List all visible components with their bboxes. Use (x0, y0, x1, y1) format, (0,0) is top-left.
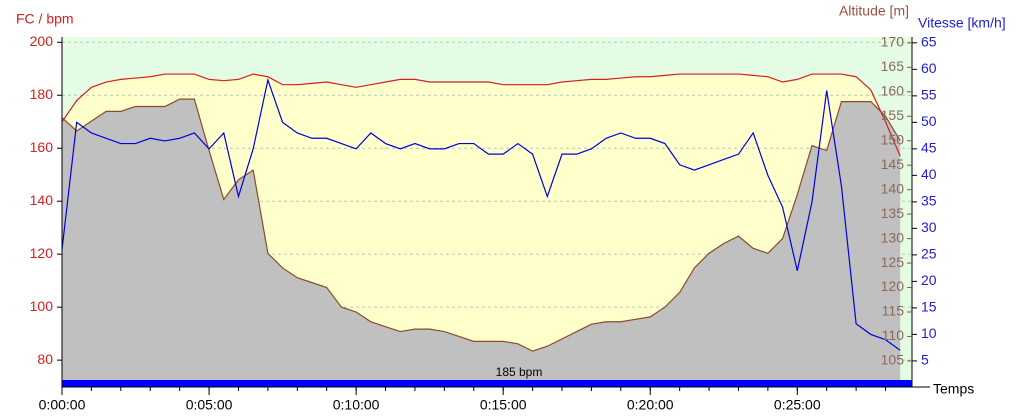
y3-tick-label: 65 (921, 34, 937, 50)
y2-tick-label: 115 (882, 303, 905, 319)
area-fill (62, 99, 901, 380)
y3-tick-label: 25 (921, 246, 937, 262)
y-axis-label: FC / bpm (16, 11, 74, 27)
x-tick-label: 0:10:00 (333, 397, 380, 413)
y3-tick-label: 45 (921, 140, 937, 156)
plot-area (62, 41, 912, 380)
y3-tick-label: 30 (921, 219, 937, 235)
y-tick-label: 120 (30, 245, 54, 261)
x-tick-label: 0:00:00 (39, 397, 86, 413)
y3-tick-label: 15 (921, 299, 937, 315)
y-tick-label: 160 (30, 139, 54, 155)
y-tick-label: 140 (30, 192, 54, 208)
y2-tick-label: 160 (881, 83, 905, 99)
y3-axis-label: Vitesse [km/h] (918, 15, 1006, 31)
y3-tick-label: 5 (921, 352, 929, 368)
y2-tick-label: 125 (881, 254, 905, 270)
zone-bar (62, 380, 912, 387)
y2-axis-label: Altitude [m] (839, 3, 909, 19)
series-line (62, 98, 901, 352)
series-line (62, 73, 901, 157)
y2-tick-label: 155 (881, 107, 905, 123)
y2-tick-label: 150 (881, 131, 905, 147)
y3-tick-label: 55 (921, 87, 937, 103)
y3-tick-label: 35 (921, 193, 937, 209)
y2-tick-label: 140 (881, 180, 905, 196)
y2-tick-label: 135 (881, 205, 905, 221)
y2-tick-label: 130 (881, 229, 905, 245)
annotation: 185 bpm (496, 365, 543, 379)
x-tick-label: 0:25:00 (774, 397, 821, 413)
y3-tick-label: 10 (921, 325, 937, 341)
y-tick-label: 100 (30, 298, 54, 314)
y2-tick-label: 170 (881, 34, 905, 50)
y2-tick-label: 110 (882, 327, 905, 343)
y3-tick-label: 50 (921, 113, 937, 129)
x-tick-label: 0:15:00 (480, 397, 527, 413)
y3-tick-label: 60 (921, 60, 937, 76)
x-axis-label: Temps (933, 381, 974, 397)
y3-tick-label: 20 (921, 272, 937, 288)
y2-tick-label: 105 (881, 352, 905, 368)
y-tick-label: 180 (30, 86, 54, 102)
y-tick-label: 200 (30, 33, 54, 49)
y3-tick-label: 40 (921, 166, 937, 182)
y2-tick-label: 145 (881, 156, 905, 172)
x-tick-label: 0:05:00 (186, 397, 233, 413)
y2-tick-label: 165 (881, 58, 905, 74)
y-tick-label: 80 (37, 351, 53, 367)
y2-tick-label: 120 (881, 278, 905, 294)
x-tick-label: 0:20:00 (627, 397, 674, 413)
series-line (62, 77, 901, 351)
